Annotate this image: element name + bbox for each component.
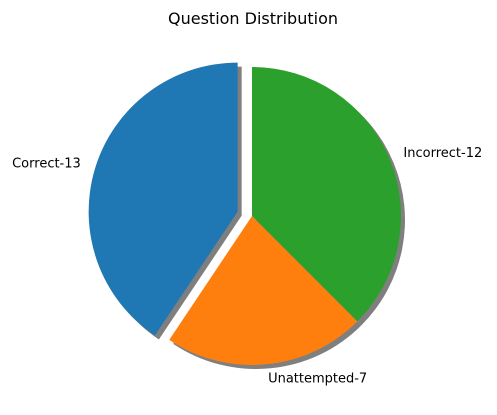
slice-labels: Correct-13 Unattempted-7 Incorrect-12 [12,146,482,387]
pie-slice-unattempted-7 [169,216,358,365]
slice-label-correct-13: Correct-13 [12,157,81,172]
pie-slices [88,62,401,365]
chart-title: Question Distribution [168,9,338,28]
pie-slice-incorrect-12 [252,67,401,322]
slice-label-incorrect-12: Incorrect-12 [403,146,482,161]
pie-slice-correct-13 [88,62,238,336]
slice-label-unattempted-7: Unattempted-7 [268,372,367,387]
